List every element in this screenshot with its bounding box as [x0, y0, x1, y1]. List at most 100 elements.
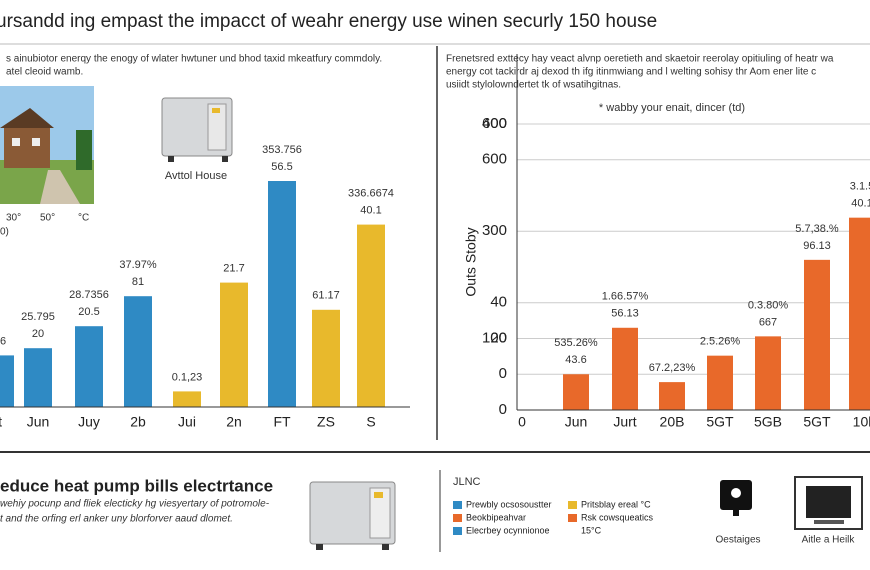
y-tick-label: 20: [490, 329, 507, 346]
legend-label: 15°C: [581, 525, 602, 535]
legend-label: Beokbipeahvar: [466, 512, 526, 522]
x-tick-label: Jui: [178, 414, 196, 430]
bar-label: 353.756: [262, 144, 302, 156]
bar-label: 0.3.80%: [748, 299, 789, 311]
x-tick-label: S: [366, 414, 375, 430]
bar-label: 2.5.26%: [700, 336, 741, 348]
x-tick-label: Juy: [78, 414, 100, 430]
temp-label: 30°: [6, 213, 21, 224]
bar: [563, 374, 589, 410]
icon: [794, 476, 863, 530]
y-tick-label: 100: [482, 329, 507, 346]
bar-label: 61.17: [312, 290, 340, 302]
legend-swatch: [568, 501, 577, 509]
bar-label: 40.1: [851, 198, 870, 210]
image-caption: Avttol House: [165, 170, 227, 182]
bar-label: 0.1,23: [172, 371, 203, 383]
bar: [707, 355, 733, 410]
bar-label: 3.1.5: [850, 181, 870, 193]
x-tick-label: Jurt: [613, 414, 636, 430]
right-text: usiidt stylolowndertet tk of wsatihgitna…: [446, 80, 621, 91]
x-tick-label: 2n: [226, 414, 242, 430]
page-title: ursandd ing empast the impacct of weahr …: [0, 11, 657, 32]
x-tick-label: 10l: [853, 414, 870, 430]
icon: [720, 480, 752, 516]
bar-label: 25.795: [21, 311, 55, 323]
bar: [75, 326, 103, 407]
footer-text: wehiy pocunp and fliek electicky hg vies…: [0, 499, 270, 510]
bar-label: 667: [759, 316, 777, 328]
bar-label: 535.26%: [554, 337, 598, 349]
y-tick-label: 600: [482, 151, 507, 168]
icon-label: Aitle a Heilk: [802, 535, 856, 546]
bar: [612, 327, 638, 410]
bar: [173, 391, 201, 407]
legend-label: Pritsblay ereal °C: [581, 499, 651, 509]
bar-label: 20.5: [78, 306, 99, 318]
x-tick-label: 5GT: [706, 414, 734, 430]
x-tick-label: Jun: [565, 414, 588, 430]
heat-pump-image: [161, 97, 233, 162]
bar: [24, 348, 52, 407]
y-tick-label: 0: [499, 365, 507, 382]
bar: [220, 282, 248, 407]
bar: [268, 181, 296, 407]
bar-label: 56.13: [611, 308, 639, 320]
x-tick-label: 5GB: [754, 414, 782, 430]
temp-label: 50°: [40, 213, 55, 224]
legend-label: Prewbly ocsosoustter: [466, 499, 552, 509]
bar-label: 67.2,23%: [649, 362, 696, 374]
bar-label: 56.5: [271, 161, 292, 173]
x-tick-label: t: [0, 414, 2, 430]
x-tick-label: FT: [273, 414, 291, 430]
legend-label: Rsk cowsqueatics: [581, 512, 654, 522]
bar-label: 43.6: [565, 354, 586, 366]
x-tick-label: Jun: [27, 414, 50, 430]
left-text: s ainubiotor enerqy the enogy of wlater …: [6, 54, 382, 65]
icon-label: Oestaiges: [715, 535, 760, 546]
footer-title: educe heat pump bills electrtance: [0, 476, 273, 495]
y-tick-label: 0: [499, 401, 507, 418]
y-axis-title: Outs Stoby: [463, 227, 479, 296]
bar-label: 36: [0, 335, 6, 347]
legend-title: JLNC: [453, 476, 481, 488]
left-text: atel cleoid wamb.: [6, 67, 83, 78]
bar-label: 28.7356: [69, 289, 109, 301]
bar: [124, 296, 152, 407]
y-tick-label: 600: [482, 115, 507, 132]
legend-swatch: [453, 501, 462, 509]
x-tick-label: ZS: [317, 414, 335, 430]
bar: [849, 217, 870, 410]
y-tick-label: 300: [482, 222, 507, 239]
legend-label: Elecrbey ocynnionoe: [466, 525, 550, 535]
bar-label: 81: [132, 276, 144, 288]
bar: [0, 355, 14, 407]
bar-label: 1.66.57%: [602, 291, 649, 303]
temp-label: °C: [78, 213, 89, 224]
bar: [357, 224, 385, 407]
bar-label: 40.1: [360, 205, 381, 217]
bar: [659, 382, 685, 410]
footer-text: t and the orfing erl anker uny blorforve…: [0, 514, 233, 525]
bar-label: 21.7: [223, 263, 244, 275]
legend-swatch: [453, 527, 462, 535]
bar-label: 336.6674: [348, 188, 394, 200]
right-text: energy cot tackirdr aj dexod th ifg itin…: [446, 67, 816, 78]
right-text: Frenetsred exttecy hay veact alvnp oeret…: [446, 54, 834, 65]
house-photo: [0, 86, 94, 204]
bar-label: 5.7,38.%: [795, 223, 839, 235]
x-tick-label: 20B: [660, 414, 685, 430]
bar-label: 96.13: [803, 240, 831, 252]
bar: [755, 336, 781, 410]
legend-swatch: [453, 514, 462, 522]
x-tick-label: 5GT: [803, 414, 831, 430]
heat-pump-image: [309, 481, 396, 550]
bar: [312, 309, 340, 407]
y-tick-label: 40: [490, 294, 507, 311]
x-tick-label: 2b: [130, 414, 146, 430]
chart-title: * wabby your enait, dincer (td): [599, 102, 745, 114]
temp-label: 0): [0, 227, 9, 238]
bar-label: 37.97%: [119, 259, 157, 271]
y-tick-label: 400: [482, 115, 507, 132]
